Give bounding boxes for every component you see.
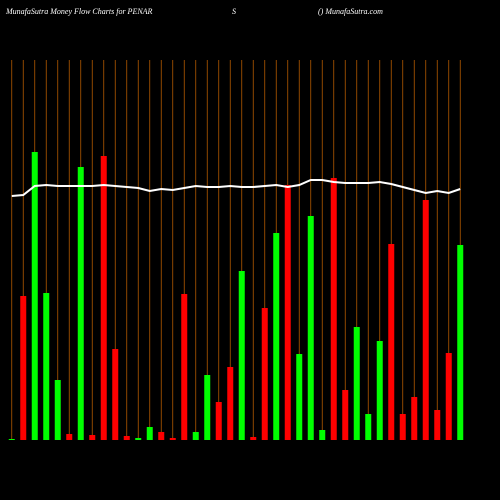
bar <box>376 341 383 440</box>
bar <box>77 167 84 440</box>
chart-title: MunafaSutra Money Flow Charts for PENAR <box>5 7 153 16</box>
bar <box>123 436 130 440</box>
bar <box>307 216 314 440</box>
bar <box>227 367 234 440</box>
bar <box>215 402 222 440</box>
bar <box>273 233 280 440</box>
bar <box>66 434 73 440</box>
bar <box>296 354 303 440</box>
bar <box>31 152 38 440</box>
bar <box>20 296 27 440</box>
bar <box>411 397 418 440</box>
bar <box>388 244 395 440</box>
bar <box>238 271 245 440</box>
bar <box>319 430 326 440</box>
bar <box>445 353 452 440</box>
bar <box>54 380 61 440</box>
bar <box>135 438 142 440</box>
bar <box>250 437 257 440</box>
bar <box>422 200 429 440</box>
bar <box>261 308 268 440</box>
money-flow-line <box>11 179 461 197</box>
bar <box>8 439 15 440</box>
bar <box>89 435 96 440</box>
bar <box>457 245 464 440</box>
bar <box>181 294 188 440</box>
bar <box>100 156 107 440</box>
bar <box>158 432 165 440</box>
bar <box>284 185 291 440</box>
bar <box>192 432 199 440</box>
bar <box>146 427 153 440</box>
bar <box>365 414 372 440</box>
bar <box>169 438 176 440</box>
chart-source: () MunafaSutra.com <box>318 7 383 16</box>
chart-symbol: S <box>232 7 236 16</box>
bar <box>204 375 211 440</box>
bar <box>342 390 349 440</box>
bar <box>43 293 50 440</box>
bar <box>353 327 360 440</box>
bar <box>434 410 441 440</box>
bar <box>112 349 119 440</box>
bar <box>330 178 337 440</box>
bar <box>399 414 406 440</box>
